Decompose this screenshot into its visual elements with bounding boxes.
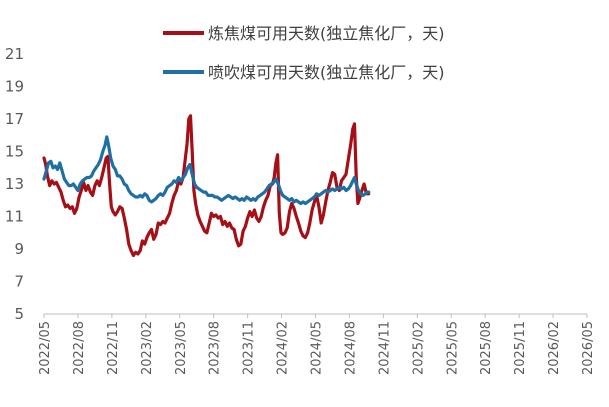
x-tick-label: 2024/05 xyxy=(310,321,325,375)
legend-label-coking-coal: 炼焦煤可用天数(独立焦化厂，天) xyxy=(208,24,445,43)
x-tick-label: 2025/08 xyxy=(479,321,494,375)
series-lines xyxy=(42,114,371,258)
x-axis-tick-labels: 2022/05 2022/08 2022/11 2023/02 2023/05 2023/… xyxy=(38,321,596,375)
series-line-coking-coal xyxy=(42,114,371,258)
legend-label-pci-coal: 喷吹煤可用天数(独立焦化厂，天) xyxy=(208,63,445,82)
x-tick-label: 2024/02 xyxy=(276,321,291,375)
x-tick-label: 2026/02 xyxy=(547,321,562,375)
x-tick-label: 2023/08 xyxy=(208,321,223,375)
y-axis: 5 7 9 11 13 15 17 19 21 xyxy=(5,45,24,323)
legend: 炼焦煤可用天数(独立焦化厂，天) 喷吹煤可用天数(独立焦化厂，天) xyxy=(163,24,445,82)
y-tick-label: 15 xyxy=(5,143,24,161)
series-line-pci-coal xyxy=(42,135,371,206)
x-tick-label: 2022/05 xyxy=(38,321,53,375)
y-tick-label: 19 xyxy=(5,78,24,96)
x-tick-label: 2023/05 xyxy=(174,321,189,375)
y-tick-label: 7 xyxy=(14,273,24,291)
y-tick-label: 21 xyxy=(5,45,24,63)
y-tick-label: 11 xyxy=(5,208,24,226)
x-tick-label: 2022/11 xyxy=(106,321,121,375)
x-tick-label: 2025/02 xyxy=(411,321,426,375)
x-tick-label: 2025/05 xyxy=(445,321,460,375)
x-tick-label: 2026/05 xyxy=(581,321,596,375)
x-tick-label: 2023/02 xyxy=(140,321,155,375)
x-axis xyxy=(43,313,588,318)
x-tick-label: 2025/11 xyxy=(513,321,528,375)
x-tick-label: 2024/11 xyxy=(377,321,392,375)
y-tick-label: 9 xyxy=(14,240,24,258)
x-tick-label: 2024/08 xyxy=(343,321,358,375)
x-tick-label: 2023/11 xyxy=(242,321,257,375)
y-tick-label: 13 xyxy=(5,175,24,193)
x-tick-label: 2022/08 xyxy=(72,321,87,375)
y-tick-label: 17 xyxy=(5,110,24,128)
y-tick-label: 5 xyxy=(14,305,24,323)
